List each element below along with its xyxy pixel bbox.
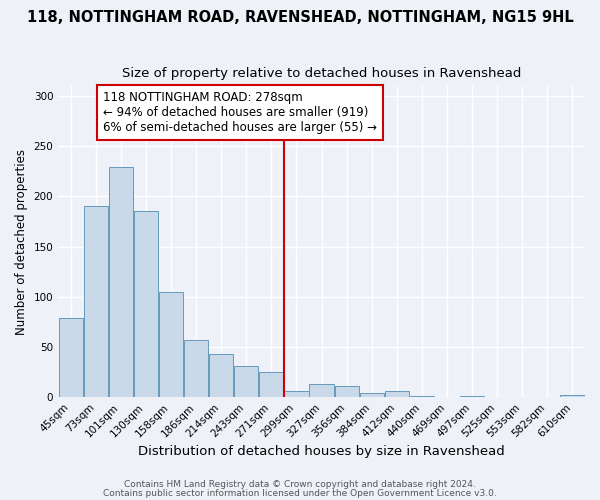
Bar — [284, 391, 308, 397]
Bar — [359, 393, 384, 397]
Text: 118 NOTTINGHAM ROAD: 278sqm
← 94% of detached houses are smaller (919)
6% of sem: 118 NOTTINGHAM ROAD: 278sqm ← 94% of det… — [103, 91, 377, 134]
Bar — [209, 354, 233, 397]
Bar — [385, 391, 409, 397]
Bar — [410, 396, 434, 397]
Title: Size of property relative to detached houses in Ravenshead: Size of property relative to detached ho… — [122, 68, 521, 80]
Bar — [59, 318, 83, 397]
Bar — [134, 212, 158, 397]
Bar — [335, 386, 359, 397]
Bar — [259, 372, 284, 397]
Text: 118, NOTTINGHAM ROAD, RAVENSHEAD, NOTTINGHAM, NG15 9HL: 118, NOTTINGHAM ROAD, RAVENSHEAD, NOTTIN… — [26, 10, 574, 25]
Text: Contains public sector information licensed under the Open Government Licence v3: Contains public sector information licen… — [103, 488, 497, 498]
Text: Contains HM Land Registry data © Crown copyright and database right 2024.: Contains HM Land Registry data © Crown c… — [124, 480, 476, 489]
Bar — [234, 366, 259, 397]
Bar — [184, 340, 208, 397]
X-axis label: Distribution of detached houses by size in Ravenshead: Distribution of detached houses by size … — [138, 444, 505, 458]
Y-axis label: Number of detached properties: Number of detached properties — [15, 148, 28, 334]
Bar — [83, 206, 108, 397]
Bar — [460, 396, 484, 397]
Bar — [560, 395, 584, 397]
Bar — [109, 167, 133, 397]
Bar — [159, 292, 183, 397]
Bar — [310, 384, 334, 397]
